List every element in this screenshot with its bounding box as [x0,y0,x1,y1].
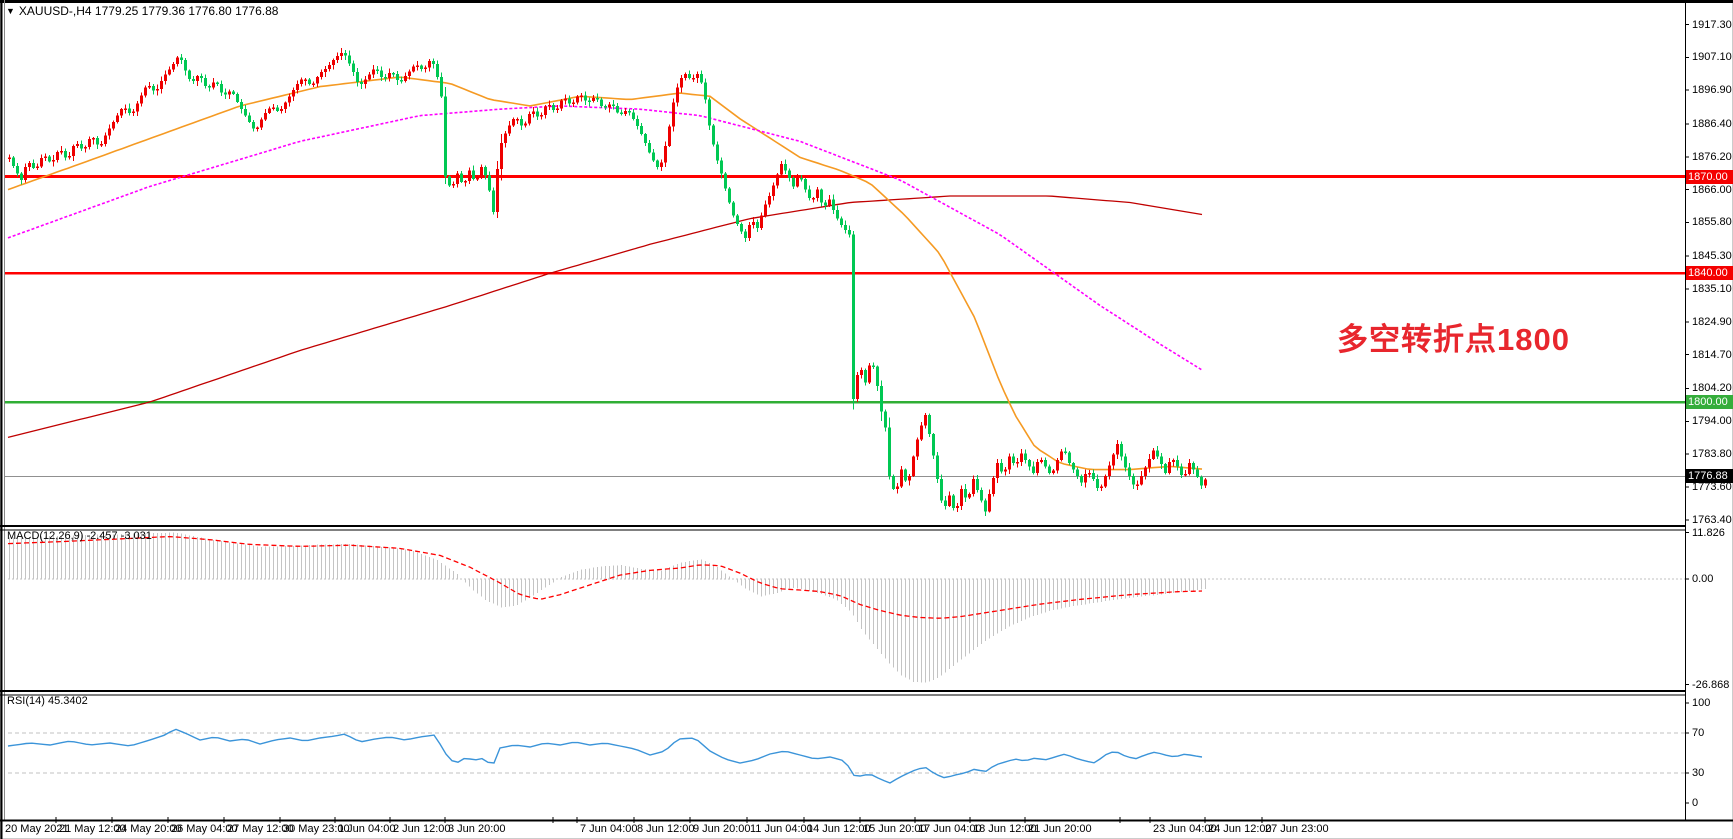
time-tick-label: 27 Jun 23:00 [1265,823,1329,835]
time-tick-label: 21 May 12:00 [59,823,126,835]
time-tick-label: 27 May 12:00 [227,823,294,835]
time-tick-label: 11 Jun 04:00 [750,823,813,835]
time-tick-label: 17 Jun 04:00 [918,823,982,835]
price-tick-label: 1763.40 [1692,513,1732,526]
macd-indicator-label: MACD(12,26,9) -2.457 -3.031 [7,530,152,542]
time-tick-label: 15 Jun 20:00 [863,823,927,835]
price-tick-label: 1835.10 [1692,283,1732,296]
rsi-tick-label: 100 [1692,697,1711,709]
time-tick-label: 21 Jun 20:00 [1028,823,1092,835]
time-tick-label: 1 Jun 04:00 [338,823,396,835]
price-tick-label: 1845.30 [1692,250,1732,263]
price-tick-label: 1773.60 [1692,480,1732,493]
rsi-tick-label: 70 [1692,727,1705,739]
time-tick-label: 24 Jun 12:00 [1208,823,1272,835]
time-tick-label: 30 May 23:00 [283,823,350,835]
symbol-ohlc-text: XAUUSD-,H4 1779.25 1779.36 1776.80 1776.… [18,4,279,18]
price-tick-label: 1896.90 [1692,84,1732,97]
price-tick-label: 1814.70 [1692,348,1732,361]
rsi-indicator-label: RSI(14) 45.3402 [7,695,88,707]
price-tick-label: 1783.80 [1692,448,1732,461]
time-tick-label: 23 Jun 04:00 [1153,823,1217,835]
price-line-badge: 1870.00 [1686,169,1733,184]
time-tick-label: 7 Jun 04:00 [580,823,638,835]
price-tick-label: 1866.00 [1692,183,1732,196]
time-tick-label: 26 May 04:00 [171,823,238,835]
price-tick-label: 1907.10 [1692,51,1732,64]
symbol-info-bar: ▼ XAUUSD-,H4 1779.25 1779.36 1776.80 1776… [6,4,278,18]
chart-text-annotation[interactable]: 多空转折点1800 [1337,322,1570,357]
time-tick-label: 9 Jun 20:00 [693,823,751,835]
macd-tick-label: -26.868 [1692,678,1730,691]
price-tick-label: 1855.80 [1692,216,1732,229]
price-line-badge: 1800.00 [1686,395,1733,409]
price-tick-label: 1917.30 [1692,18,1732,31]
price-tick-label: 1804.20 [1692,382,1732,395]
price-tick-label: 1794.00 [1692,415,1732,428]
time-tick-label: 18 Jun 12:00 [973,823,1037,835]
time-tick-label: 24 May 20:00 [115,823,182,835]
price-tick-label: 1824.90 [1692,315,1732,328]
time-tick-label: 8 Jun 12:00 [637,823,695,835]
price-tick-label: 1876.20 [1692,150,1732,163]
macd-tick-label: 0.00 [1692,573,1714,585]
time-tick-label: 2 Jun 12:00 [393,823,451,835]
price-line-badge: 1840.00 [1686,266,1733,281]
time-tick-label: 20 May 2021 [5,823,69,835]
macd-tick-label: 11.826 [1692,526,1725,539]
rsi-tick-label: 0 [1692,797,1699,809]
time-tick-label: 3 Jun 20:00 [448,823,506,835]
price-tick-label: 1886.40 [1692,117,1732,130]
rsi-tick-label: 30 [1692,767,1705,779]
chevron-down-icon: ▼ [6,6,15,16]
price-line-badge: 1776.88 [1686,469,1733,484]
time-tick-label: 14 Jun 12:00 [807,823,871,835]
